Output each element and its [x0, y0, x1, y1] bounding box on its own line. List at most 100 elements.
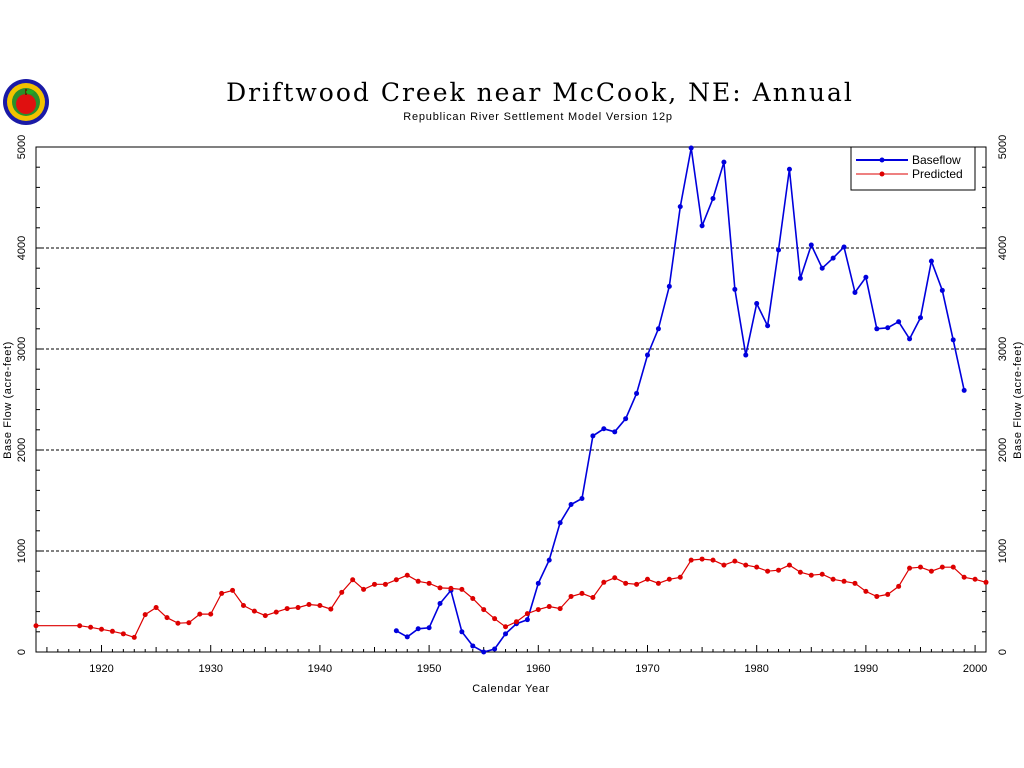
- data-point-baseflow: [481, 649, 487, 655]
- data-point-predicted: [983, 579, 989, 585]
- data-point-predicted: [579, 590, 585, 596]
- data-point-baseflow: [459, 629, 465, 635]
- data-point-predicted: [426, 580, 432, 586]
- data-point-baseflow: [666, 283, 672, 289]
- data-point-baseflow: [874, 326, 880, 332]
- data-point-predicted: [776, 567, 782, 573]
- data-point-predicted: [754, 564, 760, 570]
- data-point-baseflow: [699, 223, 705, 229]
- x-tick-label: 1990: [854, 663, 878, 675]
- data-point-predicted: [459, 586, 465, 592]
- data-point-predicted: [77, 623, 83, 629]
- data-point-predicted: [732, 558, 738, 564]
- data-point-baseflow: [426, 625, 432, 631]
- data-point-predicted: [612, 575, 618, 581]
- y-tick-label-right: 1000: [997, 539, 1009, 563]
- data-point-predicted: [808, 572, 814, 578]
- data-point-predicted: [830, 576, 836, 582]
- data-point-predicted: [590, 594, 596, 600]
- data-point-predicted: [230, 587, 236, 593]
- data-point-predicted: [841, 578, 847, 584]
- legend-predicted-marker: [879, 171, 885, 177]
- data-point-predicted: [437, 585, 443, 591]
- data-point-baseflow: [863, 274, 869, 280]
- data-point-predicted: [393, 577, 399, 583]
- data-point-baseflow: [885, 325, 891, 331]
- data-point-baseflow: [415, 626, 421, 632]
- logo-seal: [2, 78, 50, 126]
- data-point-predicted: [765, 568, 771, 574]
- data-point-baseflow: [732, 286, 738, 292]
- data-point-baseflow: [535, 580, 541, 586]
- axis-ticks: 0 0 1000 1000 2000 2000 3000 3000 4000 4000 5000 50…: [16, 135, 1009, 675]
- data-point-baseflow: [830, 255, 836, 261]
- data-point-predicted: [175, 620, 181, 626]
- y-axis-label-left: Base Flow (acre-feet): [2, 341, 14, 459]
- y-tick-label-right: 3000: [997, 337, 1009, 361]
- y-tick-label-right: 5000: [997, 135, 1009, 159]
- data-point-baseflow: [524, 617, 530, 623]
- data-point-baseflow: [546, 557, 552, 563]
- data-point-predicted: [339, 589, 345, 595]
- data-point-predicted: [492, 616, 498, 622]
- data-point-baseflow: [568, 502, 574, 508]
- data-point-predicted: [382, 581, 388, 587]
- x-tick-label: 1950: [417, 663, 441, 675]
- x-tick-label: 1920: [89, 663, 113, 675]
- data-point-predicted: [208, 611, 214, 617]
- data-point-baseflow: [808, 242, 814, 248]
- data-point-baseflow: [612, 429, 618, 435]
- data-point-predicted: [415, 578, 421, 584]
- data-point-baseflow: [579, 495, 585, 501]
- data-point-predicted: [677, 574, 683, 580]
- plot-frame: [35, 146, 987, 653]
- legend: Baseflow Predicted: [850, 146, 976, 191]
- x-axis-label: Calendar Year: [472, 683, 550, 695]
- data-point-predicted: [88, 624, 94, 630]
- data-point-baseflow: [907, 336, 913, 342]
- legend-baseflow-label: Baseflow: [912, 153, 961, 167]
- data-point-predicted: [350, 577, 356, 583]
- data-point-baseflow: [721, 159, 727, 165]
- data-point-predicted: [634, 581, 640, 587]
- data-point-predicted: [896, 583, 902, 589]
- y-tick-label-left: 2000: [16, 438, 28, 462]
- data-point-baseflow: [557, 520, 563, 526]
- data-point-predicted: [623, 580, 629, 586]
- data-point-predicted: [284, 606, 290, 612]
- data-point-predicted: [644, 576, 650, 582]
- data-point-predicted: [721, 562, 727, 568]
- data-point-baseflow: [786, 166, 792, 172]
- data-point-predicted: [328, 606, 334, 612]
- data-point-predicted: [885, 591, 891, 597]
- data-point-predicted: [295, 605, 301, 611]
- data-point-baseflow: [950, 337, 956, 343]
- data-point-predicted: [546, 604, 552, 610]
- data-point-predicted: [874, 593, 880, 599]
- data-point-baseflow: [765, 323, 771, 329]
- data-point-predicted: [557, 606, 563, 612]
- data-point-baseflow: [841, 244, 847, 250]
- data-point-predicted: [863, 588, 869, 594]
- data-point-predicted: [404, 572, 410, 578]
- apple-seal-icon: [3, 79, 49, 125]
- y-tick-label-left: 1000: [16, 539, 28, 563]
- data-point-predicted: [852, 580, 858, 586]
- gridlines: [36, 146, 986, 552]
- data-point-predicted: [601, 579, 607, 585]
- data-point-predicted: [655, 580, 661, 586]
- data-point-predicted: [961, 574, 967, 580]
- chart-title: Driftwood Creek near McCook, NE: Annual: [226, 78, 854, 107]
- data-point-baseflow: [393, 628, 399, 634]
- data-point-predicted: [219, 590, 225, 596]
- chart-subtitle: Republican River Settlement Model Versio…: [403, 111, 673, 123]
- data-point-predicted: [186, 620, 192, 626]
- x-tick-label: 2000: [963, 663, 987, 675]
- data-point-baseflow: [896, 319, 902, 325]
- x-tick-label: 1930: [198, 663, 222, 675]
- data-point-predicted: [972, 576, 978, 582]
- data-point-predicted: [503, 624, 509, 630]
- data-point-baseflow: [601, 426, 607, 432]
- series-group: [33, 145, 989, 655]
